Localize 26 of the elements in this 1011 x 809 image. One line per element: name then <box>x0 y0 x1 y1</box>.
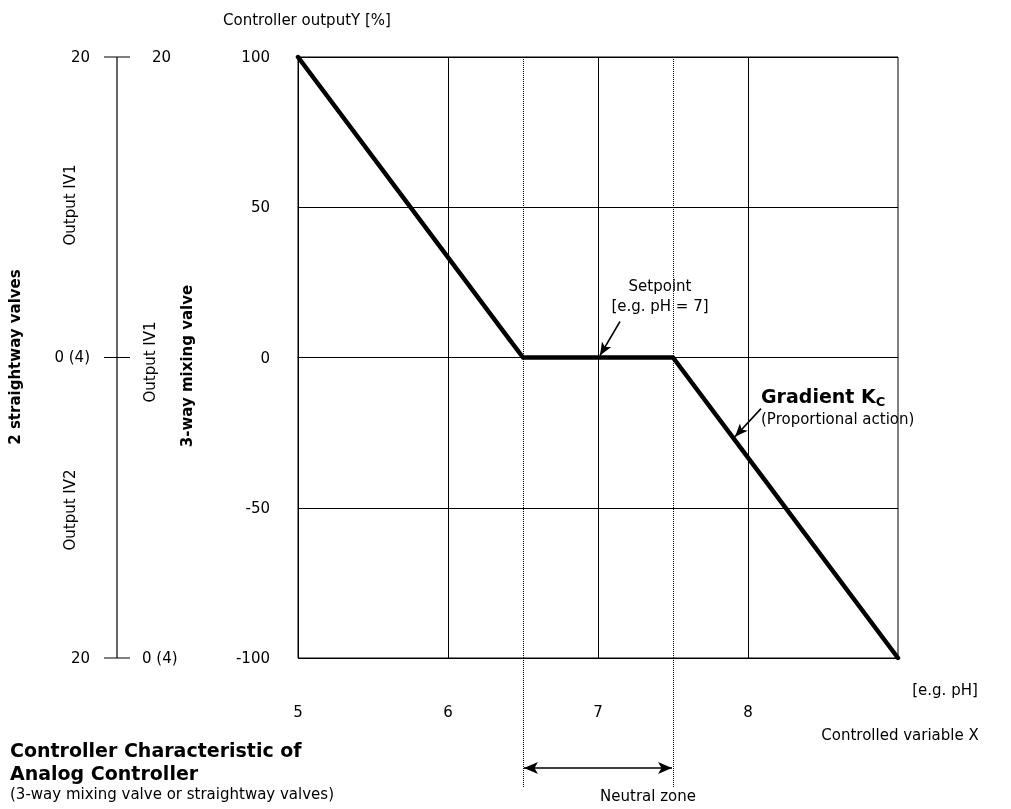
text: Neutral zone <box>600 787 696 805</box>
y-tick-label: -50 <box>245 498 270 517</box>
text: 20 <box>70 48 90 66</box>
y-axis-title: Controller outputY [%] <box>223 10 391 29</box>
text: Output IV2 <box>61 469 79 551</box>
y-tick-label: 0 <box>260 348 270 367</box>
x-tick-label: 8 <box>743 702 753 721</box>
text: Controller Characteristic of Analog Controller <box>10 738 309 784</box>
x-tick-label: 5 <box>293 702 303 721</box>
text: (3-way mixing valve or straightway valves) <box>10 784 335 803</box>
y-tick-label: 100 <box>241 48 270 66</box>
x-axis-title: Controlled variable X <box>821 726 979 744</box>
x-tick-label: 6 <box>443 702 453 721</box>
x-tick-label: 7 <box>593 702 603 721</box>
text: 0 (4) <box>54 348 90 366</box>
text: 0 (4) <box>142 649 178 667</box>
y-tick-label: 50 <box>250 198 270 217</box>
y-tick-label: -100 <box>235 649 270 667</box>
text: 20 <box>70 649 90 667</box>
text: 20 <box>152 48 172 66</box>
text: Output IV1 <box>61 164 79 246</box>
text: Output IV1 <box>141 321 159 403</box>
annotation: Setpoint [e.g. pH = 7] <box>611 276 709 315</box>
text: [e.g. pH] <box>912 681 978 699</box>
text: 3-way mixing valve <box>178 284 196 448</box>
text: 2 straightway valves <box>6 269 24 445</box>
